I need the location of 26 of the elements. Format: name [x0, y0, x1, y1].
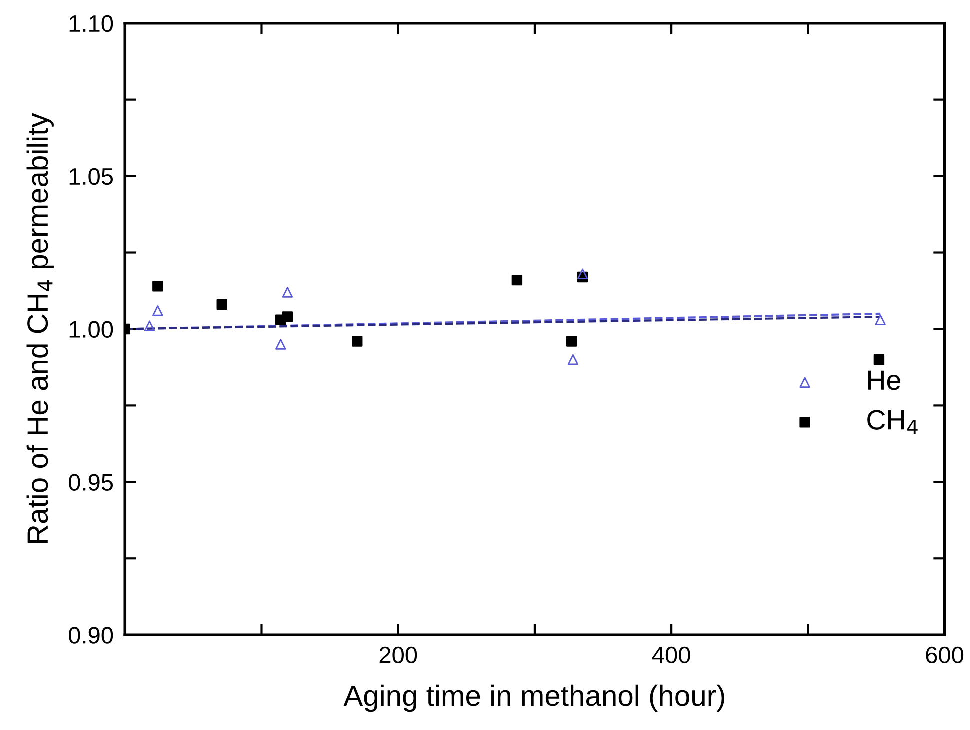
x-tick-label: 600	[926, 646, 964, 664]
x-axis-title: Aging time in methanol (hour)	[344, 684, 724, 712]
point	[282, 287, 294, 298]
point	[874, 354, 885, 366]
y-tick-label: 1.10	[70, 15, 114, 32]
legend-label: He	[868, 370, 900, 390]
y-tick-label: 0.90	[68, 627, 114, 644]
point	[568, 354, 579, 366]
point	[144, 320, 156, 332]
point	[875, 314, 886, 326]
legend-label: CH$_{4}$	[868, 410, 918, 434]
y-axis-title: Ratio of He and CH$_{4}$ permeability	[26, 113, 54, 544]
x-tick-label: 400	[652, 646, 690, 664]
x-tick-label: 200	[380, 646, 418, 664]
y-tick-label: 1.00	[70, 321, 114, 338]
point	[276, 339, 286, 350]
point	[152, 306, 164, 316]
point	[512, 274, 523, 286]
point	[216, 299, 228, 310]
point	[152, 281, 164, 292]
point	[566, 336, 578, 347]
y-tick-label: 0.95	[68, 474, 114, 491]
point	[577, 268, 588, 280]
y-tick-label: 1.05	[70, 168, 114, 186]
point	[352, 336, 363, 347]
point	[282, 312, 294, 322]
